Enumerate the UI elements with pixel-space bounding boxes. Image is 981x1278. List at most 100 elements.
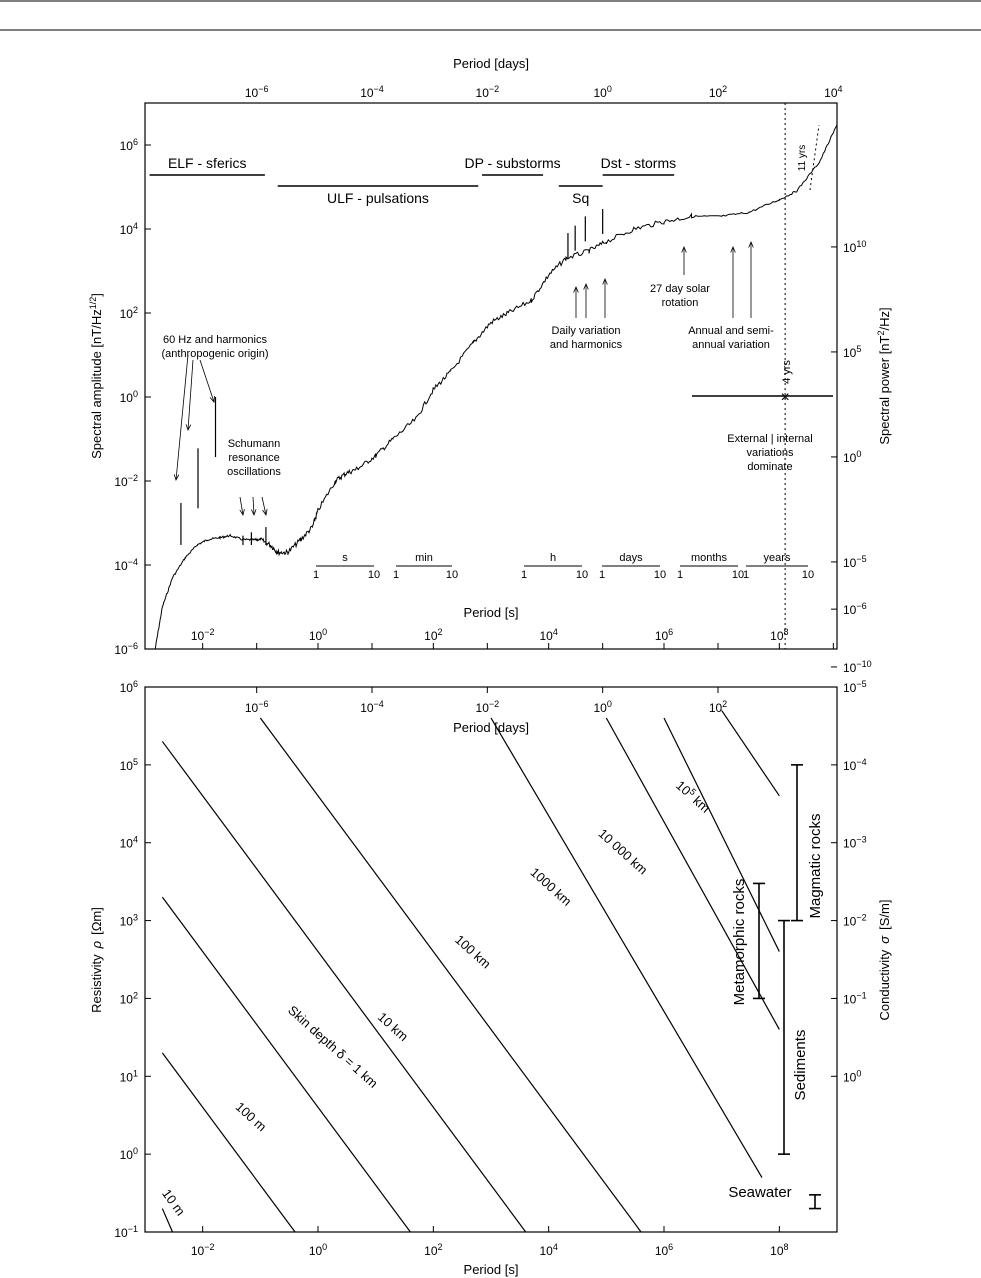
annotation-arrowhead — [573, 285, 579, 293]
annotation-arrowhead — [262, 509, 268, 517]
unit-scale-end: 10 — [576, 569, 588, 581]
y-tick-label: 10−2 — [114, 473, 138, 489]
annotation-arrow — [252, 496, 255, 516]
spectrum-spikes — [180, 208, 604, 545]
x-tick-label: 106 — [655, 1242, 673, 1258]
annotation-arrowhead — [681, 245, 687, 253]
top-xlabel-days: Period [days] — [453, 56, 529, 71]
band-label: DP - substorms — [464, 155, 560, 171]
day-tick-label: 10−2 — [476, 699, 500, 715]
cross-marker: × — [780, 389, 789, 406]
annotation-text: Schumann — [228, 438, 281, 450]
x-tick-label: 10−2 — [191, 627, 215, 643]
skin-depth-label: 10 m — [159, 1186, 188, 1218]
y-tick-label: 105 — [120, 757, 138, 773]
skin-depth-label: 100 km — [452, 932, 494, 972]
rock-range-label: Magmatic rocks — [807, 813, 824, 918]
bottom-xlabel-days: Period [days] — [453, 720, 529, 735]
annotation-text: 11 yrs — [797, 145, 808, 172]
spectrum-x-ticks: 10−2 100 102 104 106 108 — [191, 627, 789, 649]
unit-scale-label: months — [691, 552, 728, 564]
skin-depth-label: 100 m — [233, 1099, 270, 1134]
annotation-arrowhead — [602, 277, 608, 285]
y-tick-label: 106 — [120, 137, 138, 153]
x-tick-label: 102 — [424, 1242, 442, 1258]
day-tick-label: 10−4 — [360, 699, 384, 715]
skin-depth-line — [663, 717, 780, 952]
y-tick-label: 102 — [120, 990, 138, 1006]
y-tick-label: 10−4 — [114, 557, 138, 573]
y-tick-label: 102 — [120, 305, 138, 321]
skin-depth-line — [161, 741, 527, 1233]
y-tick-label: 104 — [120, 221, 138, 237]
skin-depth-label: Skin depth δ = 1 km — [285, 1003, 381, 1091]
unit-scale-start: 1 — [599, 569, 605, 581]
day-tick-label: 10−2 — [476, 84, 500, 100]
day-tick-label: 100 — [593, 699, 611, 715]
resistivity-y-ticks: 10−1 100 101 102 103 104 105 106 — [114, 679, 151, 1240]
unit-scale-start: 1 — [521, 569, 527, 581]
bottom-ylabel-resistivity: Resistivityρ[Ωm] — [89, 907, 104, 1013]
bottom-xlabel-seconds: Period [s] — [464, 1262, 519, 1277]
rock-ranges: Magmatic rocks Metamorphic rocks Sediments… — [728, 764, 824, 1210]
annotation-arrow — [261, 496, 267, 516]
y-tick-label: 10−1 — [114, 1224, 138, 1240]
y-tick-label: 106 — [120, 679, 138, 695]
annotation-text: (anthropogenic origin) — [161, 348, 268, 360]
top-xlabel-seconds: Period [s] — [464, 605, 519, 620]
skin-depth-label: 10 km — [375, 1009, 411, 1044]
annotation-text: Daily variation — [551, 325, 620, 337]
unit-scale-end: 10 — [446, 569, 458, 581]
y-tick-label: 103 — [120, 913, 138, 929]
conductivity-tick-label: 10−2 — [843, 913, 867, 929]
skin-depth-line — [161, 1052, 296, 1233]
unit-scale-start: 1 — [313, 569, 319, 581]
annotation-arrowhead — [251, 509, 257, 517]
skin-depth-line — [259, 717, 642, 1233]
x-tick-label: 104 — [539, 1242, 557, 1258]
annotation-arrow — [239, 496, 244, 516]
day-tick-label: 102 — [709, 699, 727, 715]
day-tick-label: 100 — [593, 84, 611, 100]
band-label: ELF - sferics — [168, 155, 247, 171]
annotation-arrowhead — [730, 245, 736, 253]
annotation-arrowhead — [748, 240, 754, 248]
annotation-text: oscillations — [227, 466, 281, 478]
rock-range-label: Metamorphic rocks — [731, 879, 748, 1006]
spectrum-line — [154, 124, 838, 650]
annotation-arrowhead — [173, 474, 180, 482]
band-label: Dst - storms — [601, 155, 676, 171]
unit-scale-label: years — [764, 552, 791, 564]
resistivity-x-ticks: 10−2 100 102 104 106 108 — [191, 1226, 789, 1258]
unit-scale-label: s — [342, 552, 348, 564]
unit-scale-label: h — [550, 552, 556, 564]
frequency-bands: ELF - sferics ULF - pulsations DP - substo… — [149, 155, 676, 206]
spectrum-top-ticks: 10−6 10−4 10−2 100 102 104 — [245, 84, 843, 649]
conductivity-tick-label: 10−3 — [843, 835, 867, 851]
resistivity-top-ticks: 10−6 10−4 10−2 100 102 — [245, 687, 727, 715]
day-tick-label: 10−4 — [360, 84, 384, 100]
conductivity-tick-label: 100 — [843, 1068, 861, 1084]
skin-depth-line — [161, 896, 411, 1233]
day-tick-label: 104 — [824, 84, 842, 100]
skin-depth-line — [605, 717, 780, 1030]
top-ylabel-amplitude: Spectral amplitude [nT/Hz1/2] — [88, 293, 104, 459]
conductivity-tick-label: 10−1 — [843, 990, 867, 1006]
power-tick-label: 1010 — [843, 239, 866, 255]
conductivity-y-ticks: 100 10−1 10−2 10−3 10−4 10−5 10−6 — [831, 601, 867, 1084]
x-tick-label: 100 — [309, 627, 327, 643]
rock-range-label: Seawater — [728, 1184, 791, 1201]
resistivity-chart: 10−2 100 102 104 106 108 10−6 10−4 10−2 100 102 1… — [89, 601, 892, 1277]
annotation-arrowhead — [239, 509, 245, 517]
x-tick-label: 104 — [539, 627, 557, 643]
rock-range-label: Sediments — [792, 1030, 809, 1101]
power-tick-label: 105 — [843, 344, 861, 360]
y-tick-label: 101 — [120, 1068, 138, 1084]
annotation-arrow — [187, 359, 194, 431]
y-tick-label: 100 — [120, 389, 138, 405]
top-ylabel-power: Spectral power [nT2/Hz] — [876, 307, 892, 444]
power-tick-label: 10−5 — [843, 554, 867, 570]
spectrum-y-ticks: 10−6 10−4 10−2 100 102 104 106 — [114, 137, 151, 657]
